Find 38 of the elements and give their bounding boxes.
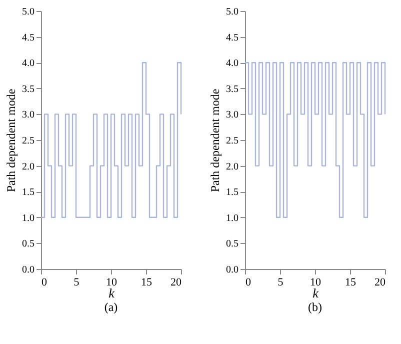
y-tick-label: 2.5 [22, 136, 34, 146]
y-tick-label: 4.5 [226, 32, 238, 44]
y-tick-label: 5.0 [226, 6, 238, 18]
y-tick-label: 5.0 [22, 6, 34, 18]
x-axis-title: k [108, 286, 115, 300]
y-tick-label: 4.5 [22, 32, 34, 44]
y-tick-label: 3.5 [226, 84, 238, 95]
y-tick-label: 0.5 [22, 238, 34, 250]
y-tick-label: 3.0 [226, 110, 238, 121]
x-tick-label: 0 [246, 276, 252, 288]
x-tick-label: 15 [345, 276, 356, 288]
text: (b) [308, 300, 322, 314]
y-tick-label: 0.0 [22, 264, 34, 276]
x-tick-label: 0 [42, 276, 48, 288]
y-tick-label: 4.0 [226, 58, 238, 70]
y-tick-label: 4.0 [22, 58, 34, 70]
x-tick-label: 20 [374, 276, 386, 288]
y-tick-label: 3.0 [22, 110, 34, 121]
x-axis-title: k [312, 286, 319, 300]
y-axis-title: Path dependent mode [208, 88, 222, 192]
x-tick-label: 20 [170, 276, 182, 288]
y-tick-label: 0.5 [226, 238, 238, 250]
y-tick-label: 2.5 [226, 136, 238, 146]
x-tick-label: 5 [278, 276, 284, 288]
y-axis-title: Path dependent mode [4, 88, 18, 192]
y-tick-label: 0.0 [226, 264, 238, 276]
y-tick-label: 3.5 [22, 84, 34, 95]
y-tick-label: 1.5 [22, 187, 34, 198]
y-tick-label: 2.0 [226, 161, 238, 172]
x-tick-label: 5 [74, 276, 80, 288]
x-tick-label: 10 [310, 276, 322, 288]
y-tick-label: 2.0 [22, 161, 34, 172]
y-tick-label: 1.0 [22, 212, 34, 224]
text: (a) [104, 300, 118, 314]
y-tick-label: 1.0 [226, 212, 238, 224]
y-tick-label: 1.5 [226, 187, 238, 198]
x-tick-label: 15 [141, 276, 152, 288]
x-tick-label: 10 [106, 276, 118, 288]
